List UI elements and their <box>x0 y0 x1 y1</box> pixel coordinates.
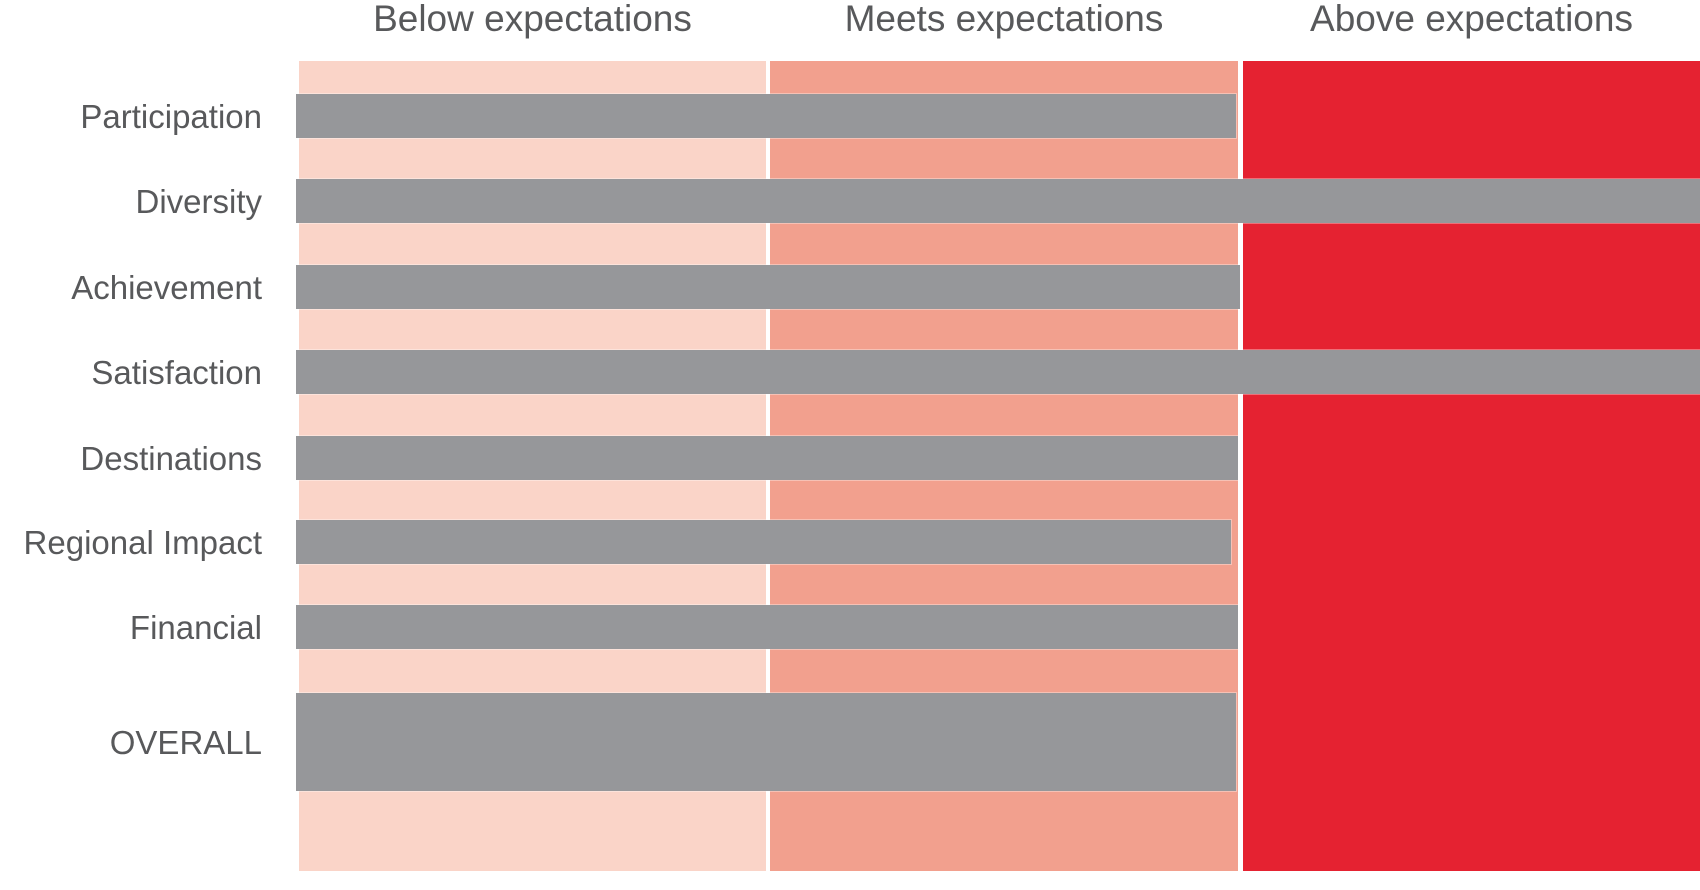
value-bar <box>296 179 1700 223</box>
row-label: Achievement <box>71 269 262 306</box>
row-label: Diversity <box>135 183 262 220</box>
value-bar <box>296 350 1700 394</box>
row-labels-column: Participation Diversity Achievement Satisfa… <box>0 0 262 890</box>
column-header-above-expectations: Above expectations <box>1310 0 1633 39</box>
column-header-meets-expectations: Meets expectations <box>844 0 1164 39</box>
value-bar <box>296 520 1231 564</box>
value-bar <box>296 94 1237 138</box>
value-bar <box>296 605 1238 649</box>
column-header-below-expectations: Below expectations <box>373 0 692 39</box>
row-label: OVERALL <box>109 724 262 761</box>
row-label: Satisfaction <box>91 354 262 391</box>
row-label: Financial <box>129 609 262 646</box>
row-label: Participation <box>80 98 262 135</box>
row-label: Regional Impact <box>23 524 262 561</box>
value-bar <box>296 436 1238 480</box>
row-label: Destinations <box>80 440 262 477</box>
plot-area <box>296 61 1700 871</box>
value-bar <box>296 693 1237 791</box>
value-bar <box>296 265 1241 309</box>
